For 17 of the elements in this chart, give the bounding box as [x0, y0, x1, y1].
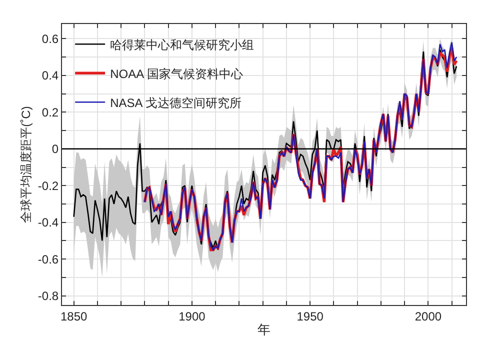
y-tick-label: 0.4 [42, 68, 59, 83]
y-tick-label: -0.2 [38, 178, 59, 193]
x-tick-label: 1950 [296, 309, 324, 324]
y-tick-label: 0.2 [42, 105, 59, 120]
y-tick-label: 0.6 [42, 32, 59, 46]
x-axis-title: 年 [258, 322, 270, 337]
y-tick-label: -0.6 [38, 252, 59, 266]
legend-label: 哈得莱中心和气候研究小组 [110, 38, 254, 52]
y-axis-title: 全球平均温度距平(˚C) [19, 106, 34, 223]
x-tick-label: 1850 [60, 309, 88, 324]
y-tick-label: 0 [52, 142, 59, 156]
y-tick-label: -0.4 [38, 216, 59, 230]
x-tick-label: 2000 [414, 309, 442, 324]
legend-label: NOAA 国家气候资料中心 [110, 66, 243, 81]
y-tick-label: -0.8 [38, 289, 59, 304]
x-tick-label: 1900 [178, 309, 206, 324]
legend-label: NASA 戈达德空间研究所 [110, 96, 242, 110]
